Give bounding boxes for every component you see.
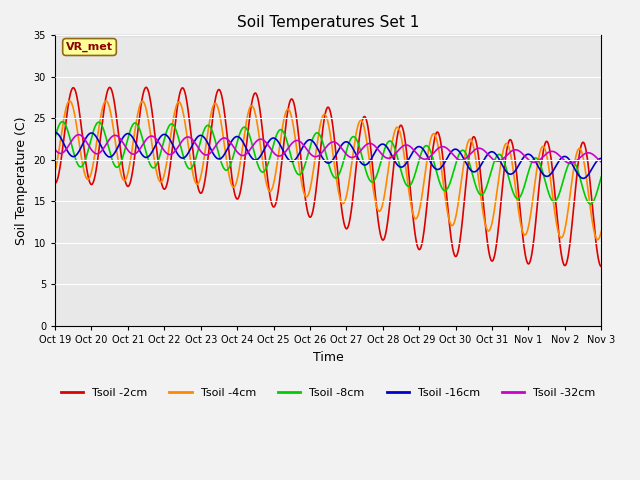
X-axis label: Time: Time — [313, 350, 344, 364]
Y-axis label: Soil Temperature (C): Soil Temperature (C) — [15, 117, 28, 245]
Title: Soil Temperatures Set 1: Soil Temperatures Set 1 — [237, 15, 419, 30]
Text: VR_met: VR_met — [66, 42, 113, 52]
Legend: Tsoil -2cm, Tsoil -4cm, Tsoil -8cm, Tsoil -16cm, Tsoil -32cm: Tsoil -2cm, Tsoil -4cm, Tsoil -8cm, Tsoi… — [56, 384, 600, 403]
